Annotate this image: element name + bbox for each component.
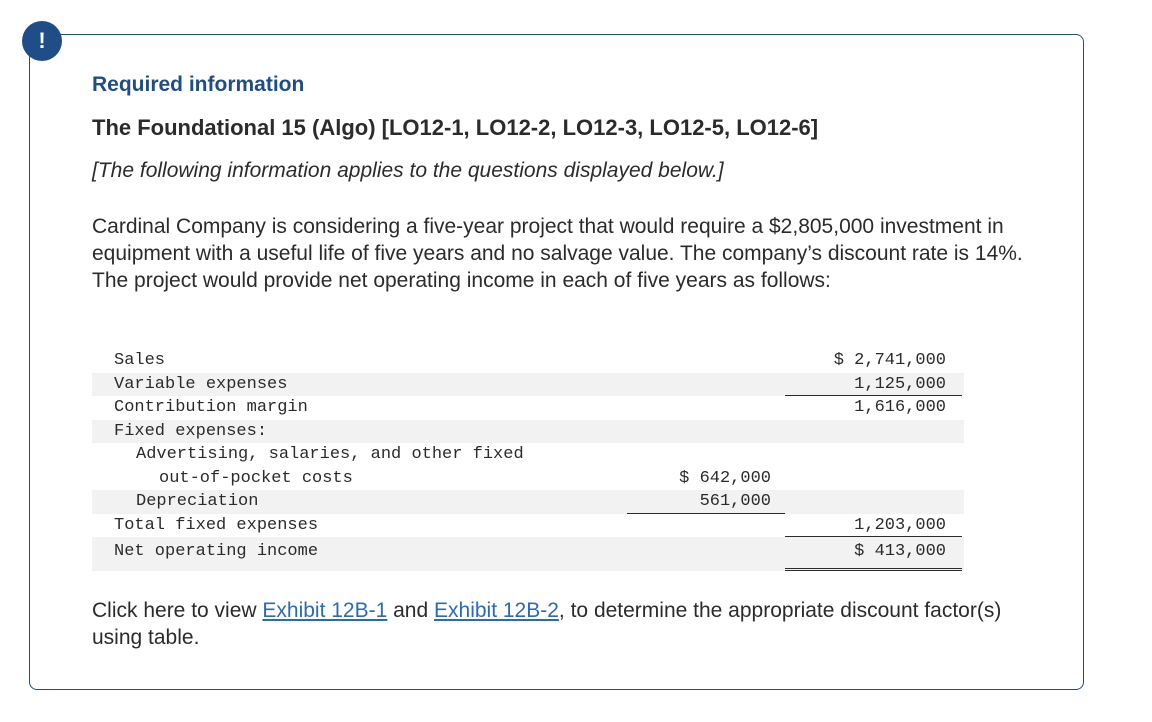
footer-middle: and [387,599,435,622]
question-title: The Foundational 15 (Algo) [LO12-1, LO12… [92,115,819,140]
row-advertising-line2: out-of-pocket costs $ 642,000 [92,467,964,491]
advertising-label-line2: out-of-pocket costs [159,468,353,488]
advertising-value: $ 642,000 [679,468,771,488]
depreciation-value: 561,000 [627,490,785,514]
footer-suffix: , to determine the appropriate discount … [92,599,1002,649]
exhibit-12b-2-link[interactable]: Exhibit 12B-2 [434,599,559,622]
income-statement-table: Sales $ 2,741,000 Variable expenses 1,12… [92,349,964,571]
intro-paragraph: Cardinal Company is considering a five-y… [92,215,1023,292]
row-net-operating-income: Net operating income $ 413,000 [92,537,964,571]
contribution-margin-value: 1,616,000 [854,398,946,417]
question-card [29,34,1084,690]
total-fixed-expenses-label: Total fixed expenses [114,515,319,535]
row-sales: Sales $ 2,741,000 [92,349,964,373]
variable-expenses-label: Variable expenses [114,374,288,394]
net-operating-income-label: Net operating income [114,542,319,561]
row-variable-expenses: Variable expenses 1,125,000 [92,372,964,396]
sales-value: $ 2,741,000 [833,351,946,370]
contribution-margin-label: Contribution margin [114,398,308,417]
fixed-expenses-label: Fixed expenses: [114,421,268,441]
required-information-heading: Required information [92,73,305,96]
row-fixed-expenses: Fixed expenses: [92,419,964,443]
row-advertising-line1: Advertising, salaries, and other fixed [92,443,964,467]
sales-label: Sales [114,351,166,370]
row-depreciation: Depreciation 561,000 [92,490,964,514]
net-operating-income-value: $ 413,000 [785,537,962,571]
variable-expenses-value: 1,125,000 [785,373,962,396]
alert-icon: ! [22,21,62,61]
row-total-fixed-expenses: Total fixed expenses 1,203,000 [92,514,964,537]
total-fixed-expenses-value: 1,203,000 [785,514,962,537]
instruction-note: [The following information applies to th… [92,159,724,182]
advertising-label-line1: Advertising, salaries, and other fixed [136,445,524,464]
exhibit-instructions: Click here to view Exhibit 12B-1 and Exh… [92,597,1052,651]
exhibit-12b-1-link[interactable]: Exhibit 12B-1 [262,599,388,622]
row-contribution-margin: Contribution margin 1,616,000 [92,396,964,420]
footer-prefix: Click here to view [92,599,263,622]
depreciation-label: Depreciation [136,492,259,511]
